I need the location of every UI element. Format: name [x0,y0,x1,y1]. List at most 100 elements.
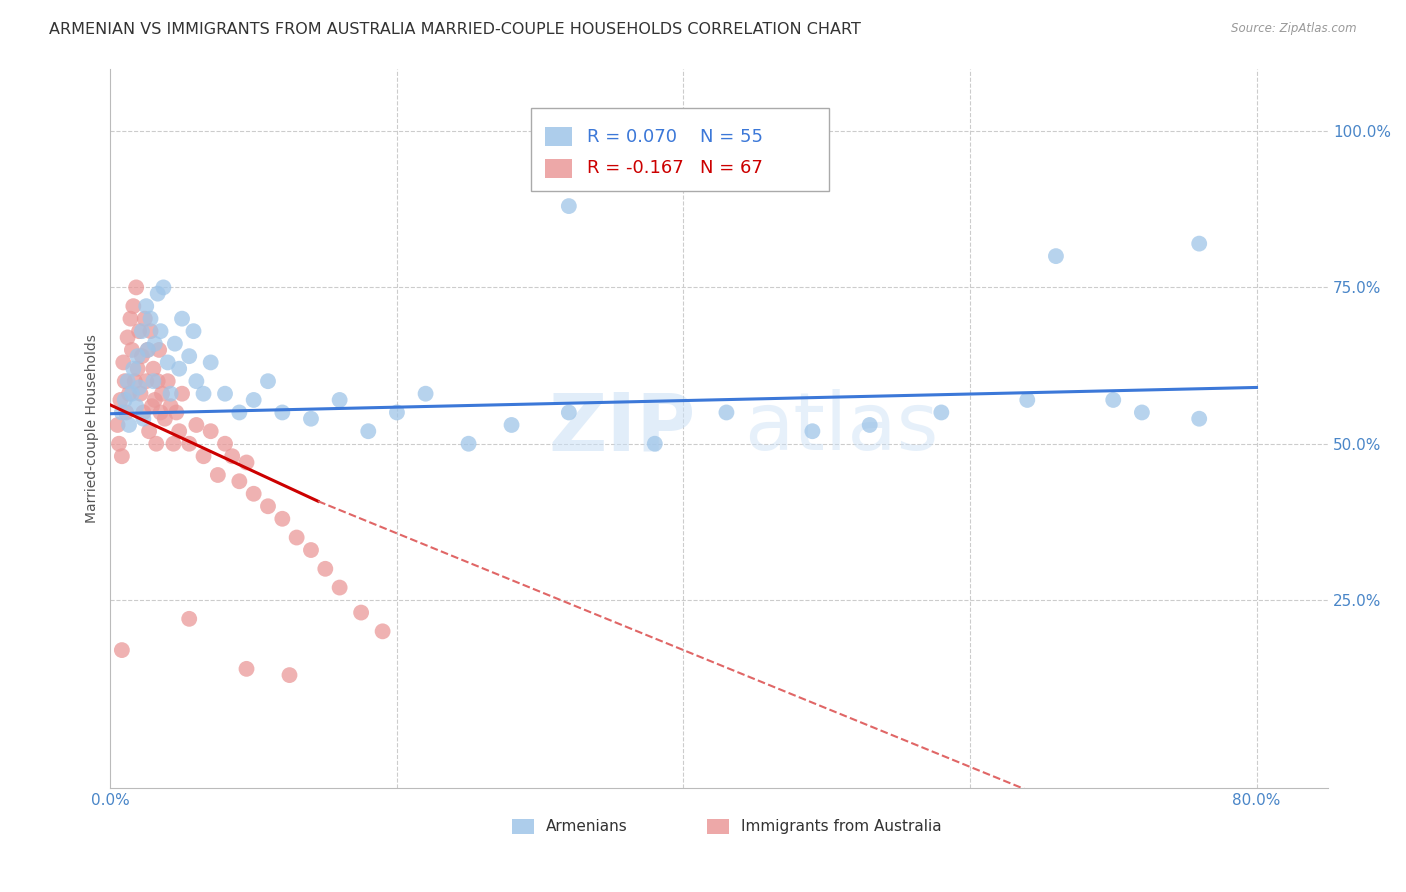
Point [124,374,146,388]
Point [136,343,159,357]
Point [129,386,152,401]
Text: Immigrants from Australia: Immigrants from Australia [741,819,942,834]
Point [299,411,322,425]
Point [644,436,666,450]
Point [228,405,250,419]
Point [801,424,824,438]
Text: ZIP: ZIP [548,389,696,467]
Point [136,343,159,357]
Point [165,405,187,419]
Point [183,324,205,338]
Point [271,405,294,419]
FancyBboxPatch shape [546,159,572,178]
Point [200,355,222,369]
Point [115,405,138,419]
Point [117,330,139,344]
Point [1045,249,1067,263]
Text: N = 67: N = 67 [700,160,762,178]
Point [167,424,190,438]
Point [111,449,134,463]
Point [1188,411,1211,425]
Point [200,424,222,438]
Point [357,424,380,438]
Point [153,411,176,425]
Point [145,436,167,450]
Point [135,374,157,388]
Point [1102,392,1125,407]
Point [257,374,280,388]
Point [170,311,193,326]
Point [132,411,155,425]
Point [118,417,141,432]
Point [132,405,155,419]
Point [111,643,134,657]
Point [156,374,179,388]
Point [221,449,243,463]
Point [271,512,294,526]
Point [121,386,143,401]
Point [167,361,190,376]
Point [163,336,186,351]
Point [112,355,135,369]
FancyBboxPatch shape [546,128,572,146]
Point [242,487,264,501]
Text: R = -0.167: R = -0.167 [586,160,683,178]
FancyBboxPatch shape [530,108,830,191]
Point [501,417,523,432]
Point [278,668,301,682]
Point [457,436,479,450]
Point [149,324,172,338]
Text: Source: ZipAtlas.com: Source: ZipAtlas.com [1232,22,1357,36]
Point [1188,236,1211,251]
Point [142,361,165,376]
Point [149,405,172,419]
Point [150,386,173,401]
Y-axis label: Married-couple Households: Married-couple Households [86,334,100,523]
Point [118,386,141,401]
Point [117,374,139,388]
Point [159,399,181,413]
Point [125,280,148,294]
Point [385,405,408,419]
FancyBboxPatch shape [512,819,534,834]
Point [314,562,336,576]
Point [214,436,236,450]
Point [558,199,581,213]
Point [193,386,215,401]
Point [121,343,143,357]
Point [285,531,308,545]
Point [138,424,160,438]
Point [146,286,169,301]
Point [127,361,149,376]
FancyBboxPatch shape [707,819,730,834]
Point [299,543,322,558]
Point [131,349,153,363]
Point [931,405,953,419]
Point [214,386,236,401]
Point [179,436,201,450]
Point [257,500,280,514]
Point [242,392,264,407]
Point [329,581,352,595]
Point [152,280,174,294]
Text: N = 55: N = 55 [700,128,763,145]
Point [114,374,136,388]
Point [141,399,163,413]
Point [128,324,150,338]
Point [134,311,156,326]
Point [1130,405,1153,419]
Point [716,405,738,419]
Point [170,386,193,401]
Text: atlas: atlas [744,389,938,467]
Point [120,311,142,326]
Point [107,417,129,432]
Point [127,349,149,363]
Point [142,374,165,388]
Point [186,417,208,432]
Point [125,399,148,413]
Point [139,324,162,338]
Point [207,468,229,483]
Text: Armenians: Armenians [547,819,628,834]
Point [415,386,437,401]
Point [228,475,250,489]
